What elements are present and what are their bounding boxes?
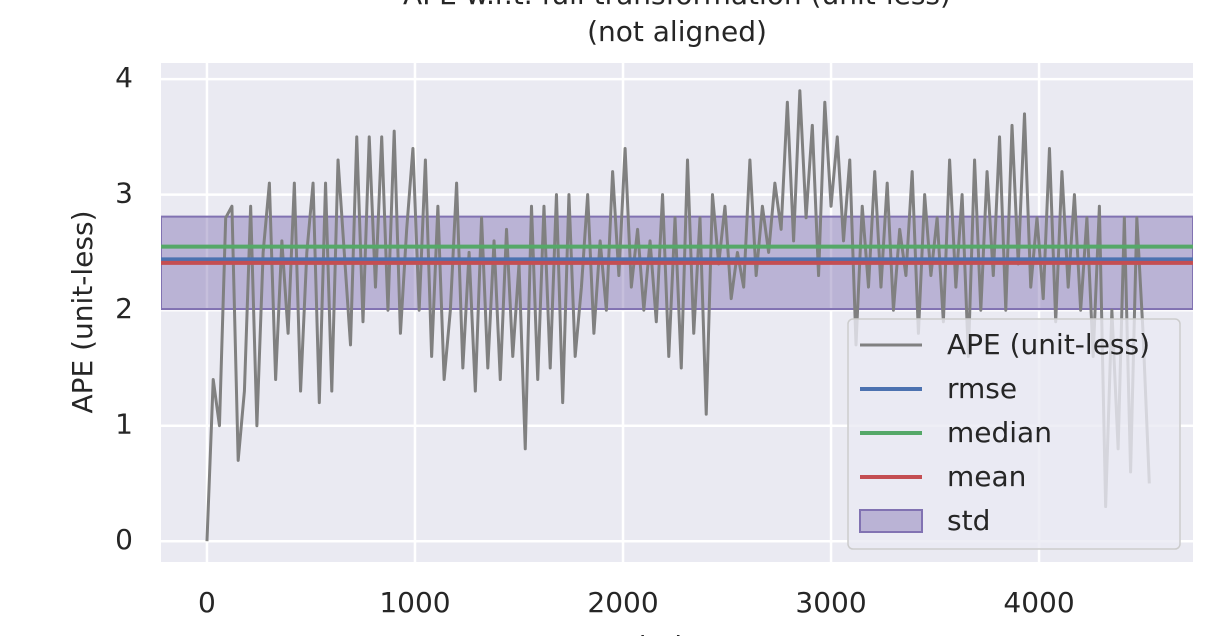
y-tick-label: 0 [115, 523, 133, 556]
y-axis-label: APE (unit-less) [66, 210, 99, 413]
legend-label: rmse [947, 372, 1017, 405]
x-axis-label: index [639, 630, 716, 636]
y-tick-label: 2 [115, 292, 133, 325]
y-tick-label: 4 [115, 61, 133, 94]
x-tick-label: 1000 [379, 586, 450, 619]
legend-label: std [947, 504, 990, 537]
x-tick-label: 4000 [1003, 586, 1074, 619]
x-tick-label: 2000 [587, 586, 658, 619]
x-tick-label: 3000 [795, 586, 866, 619]
plot [161, 89, 1193, 542]
legend-label: APE (unit-less) [947, 328, 1150, 361]
x-tick-label: 0 [198, 586, 216, 619]
legend-label: mean [947, 460, 1026, 493]
legend-box [847, 318, 1181, 550]
legend-swatch [859, 509, 923, 533]
legend-label: median [947, 416, 1052, 449]
y-tick-label: 3 [115, 177, 133, 210]
y-tick-label: 1 [115, 408, 133, 441]
chart-subtitle: (not aligned) [587, 15, 767, 48]
chart-title: APE w.r.t. full transformation (unit-les… [403, 0, 951, 11]
